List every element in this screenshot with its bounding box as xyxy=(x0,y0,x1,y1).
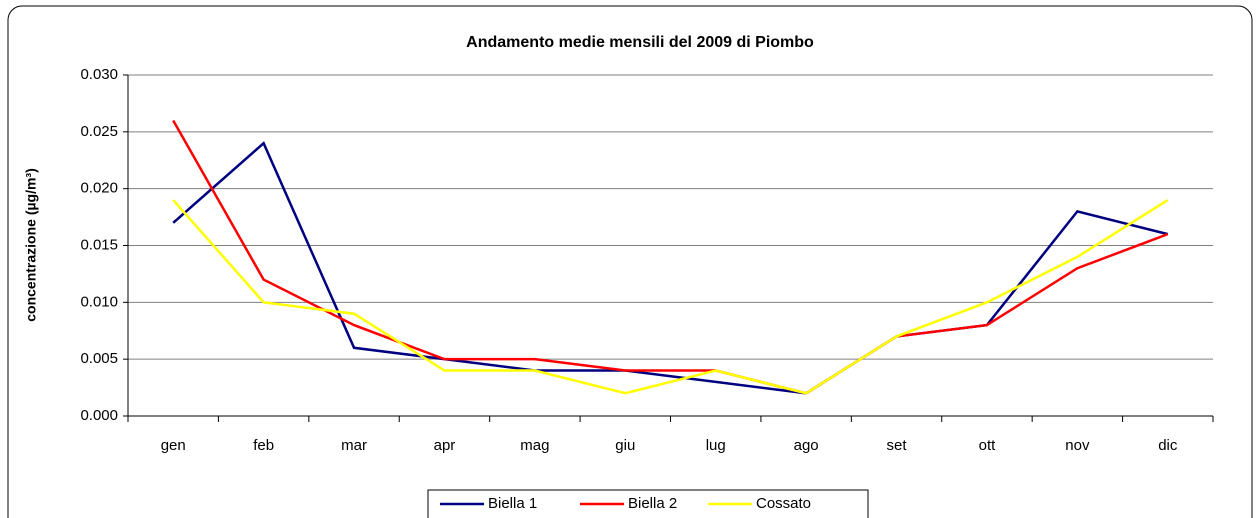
series-line xyxy=(172,198,1169,395)
series-line xyxy=(172,119,1169,395)
legend-box xyxy=(427,489,869,518)
x-tick-label: mag xyxy=(520,437,549,454)
y-tick-label: 0.030 xyxy=(80,66,118,83)
chart-title: Andamento medie mensili del 2009 di Piom… xyxy=(466,34,814,51)
legend-label: Biella 2 xyxy=(628,495,677,512)
y-tick-label: 0.010 xyxy=(80,293,118,310)
y-tick-label: 0.000 xyxy=(80,407,118,424)
x-tick-label: lug xyxy=(706,437,726,454)
y-tick-label: 0.025 xyxy=(80,123,118,140)
x-tick-label: nov xyxy=(1065,437,1090,454)
x-tick-label: ago xyxy=(794,437,819,454)
x-tick-label: giu xyxy=(615,437,635,454)
x-tick-label: mar xyxy=(341,437,367,454)
y-tick-label: 0.005 xyxy=(80,350,118,367)
x-tick-label: apr xyxy=(434,437,456,454)
x-tick-label: ott xyxy=(979,437,997,454)
series-line xyxy=(172,141,1169,395)
x-tick-label: set xyxy=(887,437,908,454)
x-tick-label: feb xyxy=(253,437,274,454)
legend-label: Cossato xyxy=(756,495,811,512)
x-tick-label: dic xyxy=(1158,437,1178,454)
y-tick-label: 0.020 xyxy=(80,180,118,197)
y-tick-label: 0.015 xyxy=(80,236,118,253)
chart-border xyxy=(7,5,1253,518)
x-tick-label: gen xyxy=(161,437,186,454)
legend-label: Biella 1 xyxy=(488,495,537,512)
y-axis-label: concentrazione (µg/m³) xyxy=(23,168,39,322)
